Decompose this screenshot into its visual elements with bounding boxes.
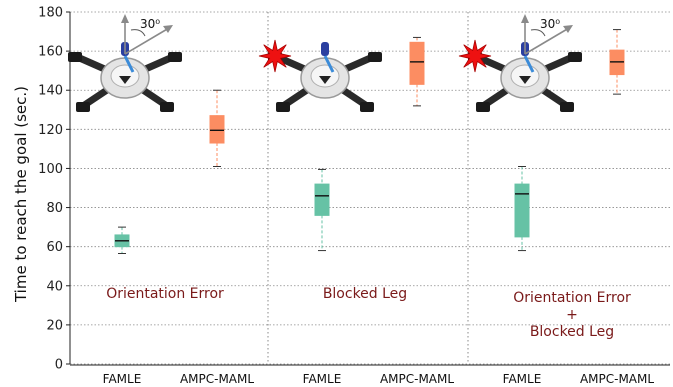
y-tick-label-180: 180	[38, 6, 63, 21]
box-3-1	[514, 183, 530, 238]
orientation-arc-3	[530, 29, 546, 37]
robot-heading-3	[523, 55, 535, 73]
orientation-tilt-1	[124, 27, 170, 55]
box-2-1	[314, 183, 330, 216]
robot-center-2	[319, 76, 331, 84]
robot-foot-1-0	[68, 52, 82, 62]
blocked-leg-star-icon-2	[258, 39, 292, 73]
robot-heading-2	[323, 55, 335, 73]
category-label-2-2: AMPC-MAML	[380, 372, 454, 386]
y-tick-label-0: 0	[55, 358, 63, 373]
robot-foot-2-3	[360, 102, 374, 112]
robot-foot-3-2	[476, 102, 490, 112]
robot-center-3	[519, 76, 531, 84]
category-label-2-1: FAMLE	[303, 372, 342, 386]
grid-lines	[70, 11, 670, 365]
y-tick-label-160: 160	[38, 45, 63, 60]
y-tick-label-140: 140	[38, 84, 63, 99]
category-label-3-1: FAMLE	[503, 372, 542, 386]
category-label-3-2: AMPC-MAML	[580, 372, 654, 386]
panel-annotation-3-2: +	[566, 307, 578, 323]
panel-1: 30⁰ FAMLE AMPC-MAML Orientation Error	[68, 14, 254, 386]
y-tick-label-60: 60	[46, 240, 63, 255]
panels: 30⁰ FAMLE AMPC-MAML Orientation Error FAMLE A…	[68, 14, 654, 386]
orientation-angle-label-1: 30⁰	[140, 17, 160, 31]
robot-foot-2-2	[276, 102, 290, 112]
y-tick-label-40: 40	[46, 279, 63, 294]
panel-annotation-1-1: Orientation Error	[106, 286, 224, 302]
orientation-arc-1	[130, 29, 146, 37]
robot-foot-1-3	[160, 102, 174, 112]
box-1-2	[209, 115, 225, 144]
category-label-1-1: FAMLE	[103, 372, 142, 386]
blocked-leg-star-icon-3	[458, 39, 492, 73]
robot-foot-1-1	[168, 52, 182, 62]
panel-annotation-3-1: Orientation Error	[513, 290, 631, 306]
y-axis-label: Time to reach the goal (sec.)	[12, 86, 30, 303]
y-tick-label-100: 100	[38, 162, 63, 177]
robot-foot-2-1	[368, 52, 382, 62]
panel-2: FAMLE AMPC-MAML Blocked Leg	[258, 36, 454, 386]
category-label-1-2: AMPC-MAML	[180, 372, 254, 386]
robot-heading-1	[123, 55, 135, 73]
panel-annotation-2-1: Blocked Leg	[323, 286, 407, 302]
robot-sensor-2	[321, 42, 329, 56]
robot-foot-1-2	[76, 102, 90, 112]
orientation-tilt-3	[524, 27, 570, 55]
orientation-angle-label-3: 30⁰	[540, 17, 560, 31]
y-tick-label-120: 120	[38, 123, 63, 138]
box-2-2	[409, 41, 425, 85]
y-tick-label-20: 20	[46, 318, 63, 333]
y-axis: 0 20 40 60 80 100 120 140 160 180	[38, 6, 670, 373]
robot-foot-3-1	[568, 52, 582, 62]
orientation-tilt-head-1	[163, 25, 173, 33]
orientation-axis-head-1	[121, 14, 129, 23]
y-tick-label-80: 80	[46, 201, 63, 216]
panel-3: 30⁰ FAMLE AMPC-MAML Orientation Error+Block…	[458, 14, 654, 386]
robot-foot-3-3	[560, 102, 574, 112]
robot-center-1	[119, 76, 131, 84]
panel-annotation-3-3: Blocked Leg	[530, 324, 614, 340]
orientation-axis-head-3	[521, 14, 529, 23]
orientation-tilt-head-3	[563, 25, 573, 33]
